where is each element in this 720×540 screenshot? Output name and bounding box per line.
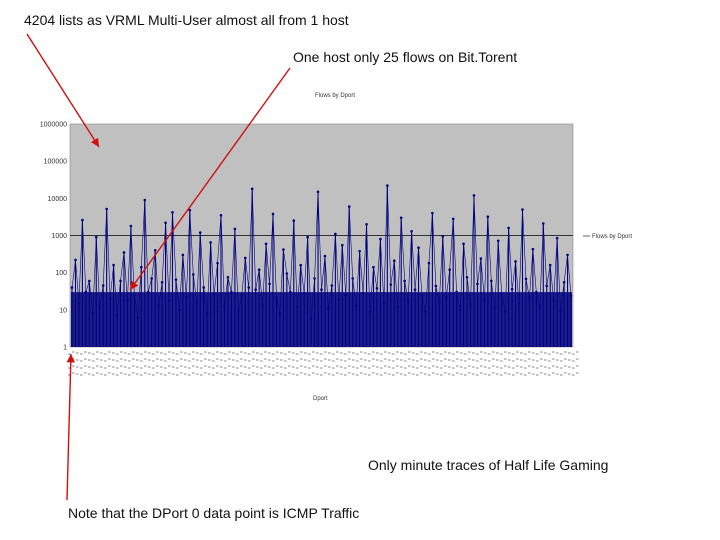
vrml-annotation: 4204 lists as VRML Multi-User almost all… — [24, 12, 349, 28]
data-point — [188, 208, 192, 212]
halflife-annotation: Only minute traces of Half Life Gaming — [368, 457, 609, 473]
data-point — [209, 241, 212, 244]
data-point — [81, 218, 84, 222]
series-line — [71, 185, 572, 319]
data-point — [164, 221, 167, 225]
data-point — [410, 229, 413, 233]
series-flows-by-dport — [70, 184, 573, 347]
data-point — [334, 232, 337, 236]
y-tick-label: 1000 — [51, 233, 67, 240]
data-point — [219, 213, 223, 217]
data-point — [552, 299, 555, 302]
bittorrent-arrow — [129, 67, 291, 291]
y-tick-label: 100 — [55, 270, 67, 277]
data-point — [399, 216, 403, 220]
x-axis-tick-labels — [68, 351, 579, 376]
data-point — [271, 212, 275, 216]
data-point — [451, 217, 455, 221]
data-point — [347, 205, 351, 208]
data-point — [438, 300, 441, 304]
x-axis-label: Dport — [313, 396, 328, 402]
data-point — [91, 312, 95, 315]
y-axis-ticks: 1000000 100000 10000 1000 100 10 1 — [40, 122, 67, 352]
data-point — [108, 297, 112, 300]
legend-entry: Flows by Dport — [592, 234, 632, 240]
data-point — [167, 299, 171, 302]
icmp-annotation: Note that the DPort 0 data point is ICMP… — [68, 505, 360, 521]
data-point — [198, 231, 202, 234]
icmp-arrow — [66, 353, 75, 501]
y-tick-label: 1000000 — [40, 122, 67, 129]
data-point — [569, 294, 573, 298]
data-point — [316, 190, 320, 194]
y-tick-label: 100000 — [44, 159, 67, 166]
data-point — [368, 310, 372, 313]
y-tick-label: 1 — [63, 345, 67, 352]
chart-title: Flows by Dport — [315, 93, 355, 99]
vrml-arrow — [26, 33, 100, 148]
data-point — [205, 312, 209, 315]
data-point — [406, 299, 410, 302]
data-point — [382, 300, 386, 304]
data-point — [126, 299, 129, 302]
y-tick-label: 10000 — [48, 196, 68, 203]
bittorrent-annotation: One host only 25 flows on Bit.Torent — [293, 49, 518, 65]
y-tick-label: 10 — [59, 307, 67, 314]
data-point — [344, 293, 348, 297]
data-point — [178, 308, 181, 312]
data-point — [233, 227, 237, 231]
data-point — [559, 310, 562, 313]
